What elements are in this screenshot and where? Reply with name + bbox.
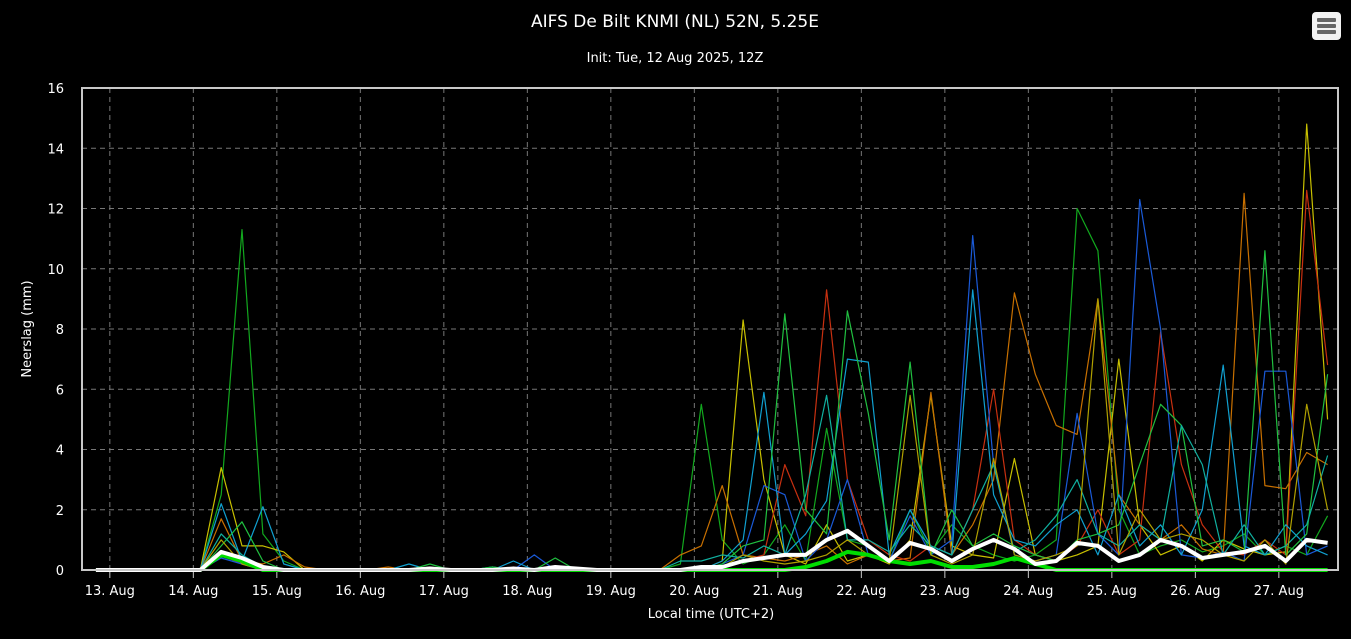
x-tick-label: 23. Aug [920,584,970,599]
y-tick-label: 6 [56,383,64,398]
x-axis-title: Local time (UTC+2) [648,607,774,622]
x-tick-label: 18. Aug [502,584,552,599]
x-tick-label: 26. Aug [1170,584,1220,599]
ensemble-member-line [95,189,1329,571]
ensemble-member-line [95,394,1329,571]
x-tick-label: 24. Aug [1003,584,1053,599]
x-tick-label: 14. Aug [168,584,218,599]
ensemble-member-line [95,289,1328,571]
x-tick-label: 22. Aug [836,584,886,599]
series-group [95,123,1329,572]
ensemble-member-line [95,250,1329,571]
y-tick-label: 0 [56,564,64,579]
plot-border [81,87,1339,571]
x-tick-label: 15. Aug [252,584,302,599]
x-tick-label: 17. Aug [419,584,469,599]
y-tick-label: 2 [56,504,64,519]
chart-menu-button[interactable] [1312,12,1341,40]
x-tick-label: 19. Aug [586,584,636,599]
x-tick-label: 21. Aug [753,584,803,599]
y-tick-label: 8 [56,323,64,338]
chart-title: AIFS De Bilt KNMI (NL) 52N, 5.25E [531,12,819,32]
x-tick-label: 16. Aug [335,584,385,599]
x-tick-label: 13. Aug [85,584,135,599]
y-axis-ticks: 0 2 4 6 8 10 12 14 16 [47,82,64,579]
x-tick-label: 25. Aug [1087,584,1137,599]
x-tick-label: 20. Aug [669,584,719,599]
x-axis-ticks: 13. Aug 14. Aug 15. Aug 16. Aug 17. Aug 18. A… [85,570,1304,599]
y-tick-label: 12 [47,203,64,218]
x-tick-label: 27. Aug [1254,584,1304,599]
y-axis-title: Neerslag (mm) [20,280,35,377]
y-tick-label: 10 [47,263,64,278]
chart-subtitle: Init: Tue, 12 Aug 2025, 12Z [587,51,764,66]
y-tick-label: 4 [56,444,64,459]
grid [82,88,1338,570]
y-tick-label: 16 [47,82,64,97]
y-tick-label: 14 [47,142,64,157]
